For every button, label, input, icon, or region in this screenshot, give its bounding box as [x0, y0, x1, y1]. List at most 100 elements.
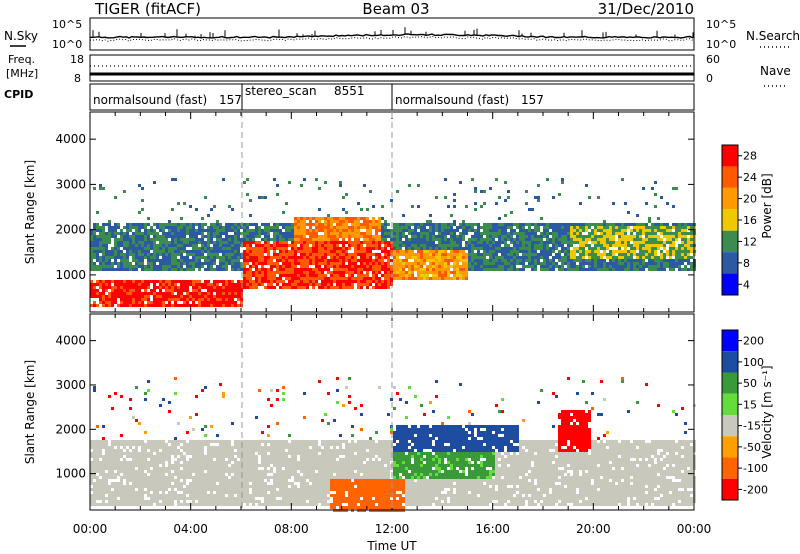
power-cell	[306, 280, 309, 283]
velocity-cell	[177, 488, 180, 491]
velocity-cell	[186, 491, 189, 494]
power-cell	[339, 286, 342, 289]
power-cell	[267, 259, 270, 262]
power-cell	[117, 286, 120, 289]
velocity-cell	[114, 461, 117, 464]
freq-left-tick-top: 18	[70, 53, 84, 66]
velocity-cell	[177, 443, 180, 446]
power-cell	[657, 226, 660, 229]
power-cell	[441, 241, 444, 244]
power-cell	[597, 253, 600, 256]
power-cell	[99, 301, 102, 304]
power-cell	[348, 277, 351, 280]
power-cell	[330, 259, 333, 262]
power-cell	[546, 238, 549, 241]
power-cell	[126, 235, 129, 238]
power-cell	[270, 280, 273, 283]
power-cell	[273, 262, 276, 265]
power-cell	[225, 235, 228, 238]
power-cell	[561, 181, 564, 184]
power-cell	[123, 241, 126, 244]
power-cell	[246, 253, 249, 256]
power-cell	[549, 241, 552, 244]
velocity-cell	[189, 467, 192, 470]
power-cell	[486, 250, 489, 253]
power-cell	[684, 223, 687, 226]
power-cell	[387, 262, 390, 265]
power-cell	[315, 247, 318, 250]
power-cell	[327, 244, 330, 247]
power-cell	[219, 238, 222, 241]
velocity-cell	[126, 449, 129, 452]
power-cell	[234, 253, 237, 256]
power-cell	[375, 220, 378, 223]
velocity-cell	[120, 476, 123, 479]
power-cell	[174, 178, 177, 181]
velocity-cell	[186, 473, 189, 476]
velocity-cell	[192, 464, 195, 467]
velocity-cell	[153, 473, 156, 476]
power-cell	[147, 217, 150, 220]
power-cell	[96, 235, 99, 238]
power-cell	[291, 250, 294, 253]
velocity-cell	[99, 503, 102, 506]
velocity-cell	[138, 479, 141, 482]
power-cell	[408, 256, 411, 259]
power-cell	[366, 286, 369, 289]
velocity-cell	[192, 482, 195, 485]
power-cell	[435, 259, 438, 262]
power-cell	[516, 244, 519, 247]
power-cell	[228, 229, 231, 232]
power-cell	[114, 238, 117, 241]
power-cell	[654, 244, 657, 247]
velocity-cell	[201, 491, 204, 494]
power-cell	[138, 235, 141, 238]
velocity-cell	[222, 473, 225, 476]
velocity-cell	[90, 503, 93, 506]
power-cell	[474, 190, 477, 193]
power-cell	[114, 232, 117, 235]
power-cell	[309, 235, 312, 238]
power-cell	[324, 235, 327, 238]
power-cell	[111, 304, 114, 307]
velocity-cell	[96, 455, 99, 458]
power-cell	[150, 244, 153, 247]
power-cell	[495, 226, 498, 229]
power-cell	[339, 232, 342, 235]
power-cell	[162, 301, 165, 304]
power-cell	[591, 223, 594, 226]
power-cell	[519, 250, 522, 253]
power-cell	[324, 241, 327, 244]
power-cell	[414, 253, 417, 256]
power-cell	[276, 259, 279, 262]
power-cell	[348, 247, 351, 250]
power-cell	[597, 241, 600, 244]
power-cell	[663, 262, 666, 265]
power-cell	[690, 265, 693, 268]
power-cell	[123, 244, 126, 247]
power-cell	[111, 265, 114, 268]
power-cell	[435, 262, 438, 265]
velocity-cell	[120, 452, 123, 455]
power-cell	[102, 265, 105, 268]
power-cell	[492, 229, 495, 232]
power-cell	[510, 235, 513, 238]
power-cell	[477, 253, 480, 256]
power-cell	[471, 256, 474, 259]
power-cell	[615, 244, 618, 247]
power-cell	[375, 268, 378, 271]
power-cell	[315, 259, 318, 262]
power-cell	[219, 265, 222, 268]
power-cell	[210, 292, 213, 295]
power-cell	[210, 250, 213, 253]
power-cell	[138, 211, 141, 214]
power-cell	[165, 247, 168, 250]
power-cell	[390, 229, 393, 232]
power-cell	[189, 235, 192, 238]
power-cell	[372, 220, 375, 223]
power-cell	[273, 250, 276, 253]
power-cell	[591, 259, 594, 262]
power-cell	[570, 265, 573, 268]
power-cell	[114, 295, 117, 298]
power-cell	[642, 226, 645, 229]
